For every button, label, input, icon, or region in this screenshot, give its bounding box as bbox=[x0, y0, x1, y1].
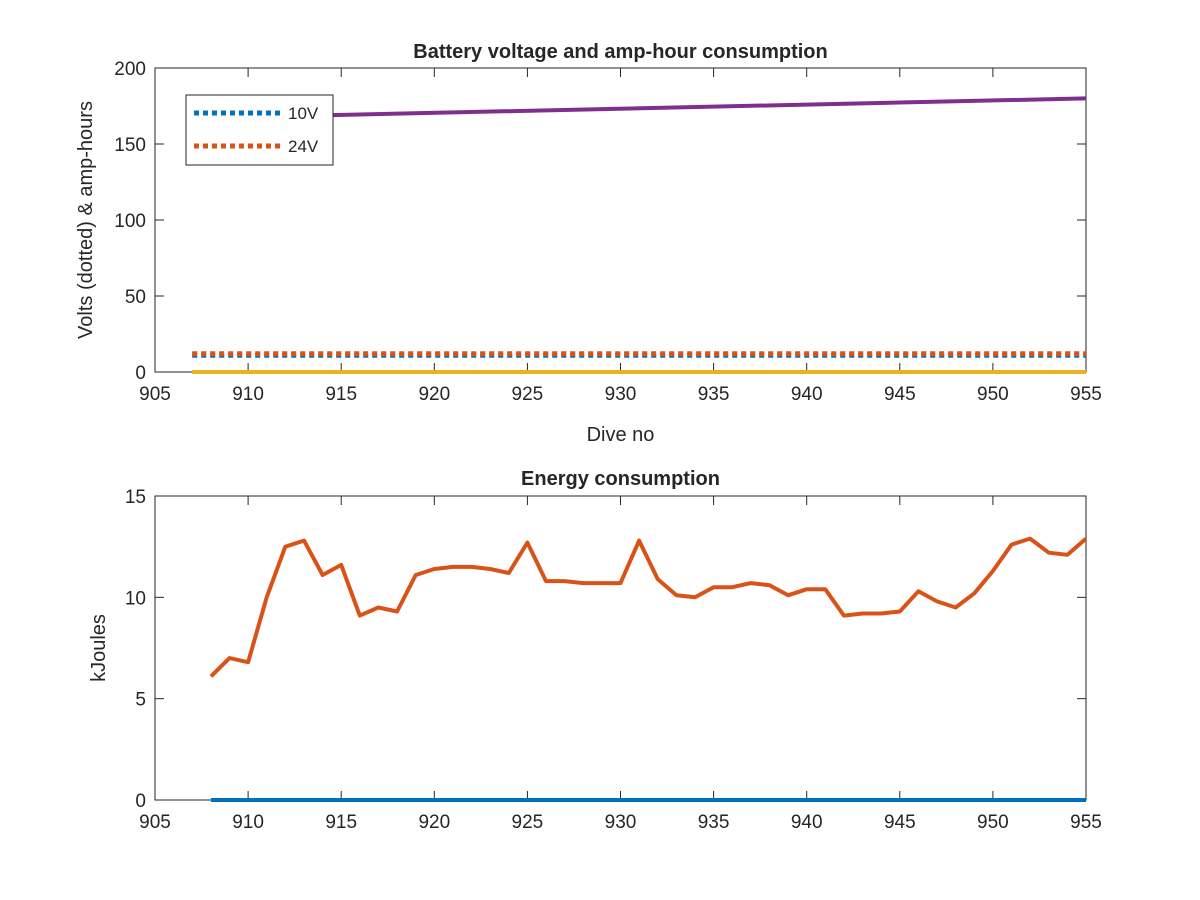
x-tick-label: 905 bbox=[139, 384, 171, 405]
y-axis-label: kJoules bbox=[88, 614, 110, 682]
x-tick-label: 920 bbox=[418, 812, 450, 833]
x-tick-label: 955 bbox=[1070, 384, 1102, 405]
data-series bbox=[209, 536, 1088, 802]
energy-consumption-subplot: Energy consumption kJoules 905 910 915 920 9… bbox=[88, 468, 1102, 833]
x-tick-label: 950 bbox=[977, 384, 1009, 405]
x-axis-label: Dive no bbox=[587, 424, 655, 446]
x-tick-label: 950 bbox=[977, 812, 1009, 833]
x-tick-label: 945 bbox=[884, 384, 916, 405]
axis-ticks: 905 910 915 920 925 930 935 940 945 950 955 0 5 10 15 bbox=[125, 487, 1102, 833]
series-line-0-3 bbox=[192, 96, 1087, 121]
x-tick-label: 945 bbox=[884, 812, 916, 833]
x-tick-label: 925 bbox=[512, 812, 544, 833]
x-tick-label: 935 bbox=[698, 384, 730, 405]
y-tick-label: 0 bbox=[135, 791, 146, 812]
x-tick-label: 915 bbox=[325, 812, 357, 833]
x-tick-label: 920 bbox=[418, 384, 450, 405]
x-tick-label: 935 bbox=[698, 812, 730, 833]
x-tick-label: 940 bbox=[791, 384, 823, 405]
series-line-1-1 bbox=[209, 536, 1088, 678]
x-tick-label: 930 bbox=[605, 384, 637, 405]
battery-voltage-subplot: Battery voltage and amp-hour consumption… bbox=[75, 41, 1102, 446]
legend-label-24v: 24V bbox=[288, 137, 319, 156]
x-tick-label: 925 bbox=[512, 384, 544, 405]
data-series bbox=[192, 96, 1087, 374]
plot-area-frame bbox=[154, 495, 1087, 801]
x-tick-label: 915 bbox=[325, 384, 357, 405]
axis-ticks: 905 910 915 920 925 930 935 940 945 950 955 0 50 100 1… bbox=[114, 59, 1102, 405]
y-tick-label: 200 bbox=[114, 59, 146, 80]
x-tick-label: 910 bbox=[232, 812, 264, 833]
chart-title: Energy consumption bbox=[521, 468, 720, 490]
y-tick-label: 100 bbox=[114, 211, 146, 232]
x-tick-label: 930 bbox=[605, 812, 637, 833]
legend-label-10v: 10V bbox=[288, 104, 319, 123]
y-tick-label: 50 bbox=[125, 287, 146, 308]
chart-title: Battery voltage and amp-hour consumption bbox=[413, 41, 827, 63]
legend: 10V 24V bbox=[185, 94, 334, 166]
y-axis-label: Volts (dotted) & amp-hours bbox=[75, 101, 97, 339]
y-tick-label: 0 bbox=[135, 363, 146, 384]
legend-box bbox=[185, 94, 334, 166]
y-tick-label: 150 bbox=[114, 135, 146, 156]
x-tick-label: 910 bbox=[232, 384, 264, 405]
y-tick-label: 10 bbox=[125, 588, 146, 609]
x-tick-label: 955 bbox=[1070, 812, 1102, 833]
x-tick-label: 940 bbox=[791, 812, 823, 833]
x-tick-label: 905 bbox=[139, 812, 171, 833]
y-tick-label: 5 bbox=[135, 690, 146, 711]
y-tick-label: 15 bbox=[125, 487, 146, 508]
